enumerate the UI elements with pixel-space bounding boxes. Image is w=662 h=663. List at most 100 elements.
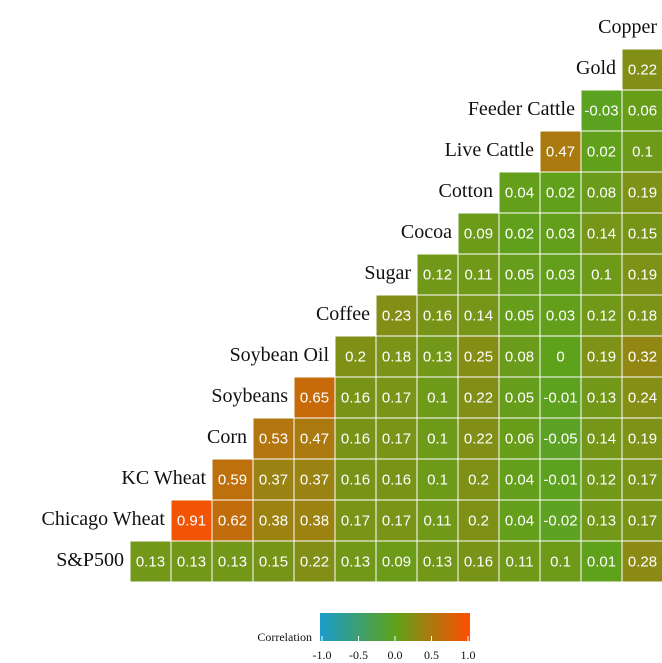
cell: [334, 458, 377, 501]
row-label: Coffee: [316, 303, 370, 325]
row-label: Sugar: [364, 262, 411, 284]
cell-value: 0.28: [628, 553, 657, 570]
cell: [621, 212, 662, 255]
cell-value: 0.19: [628, 430, 657, 447]
row-label: Soybeans: [211, 385, 288, 407]
cell: [334, 540, 377, 583]
row-label: Copper: [598, 16, 657, 38]
cell-value: 0.17: [628, 471, 657, 488]
cell-value: 0.25: [464, 348, 493, 365]
cell-value: 0.47: [300, 430, 329, 447]
cell: [539, 376, 582, 419]
row-label: Cotton: [439, 180, 493, 202]
cell-value: -0.03: [584, 102, 618, 119]
cell: [580, 376, 623, 419]
cell-value: 0.04: [505, 512, 534, 529]
cell-value: 0.16: [382, 471, 411, 488]
cell-value: 0.12: [587, 471, 616, 488]
colorbar-tick-label: 0.5: [424, 648, 439, 662]
row-label: Corn: [207, 426, 247, 448]
cell-value: 0.11: [505, 553, 533, 570]
colorbar-tick-label: -1.0: [313, 648, 332, 662]
cell-value: 0.18: [628, 307, 657, 324]
cell: [621, 89, 662, 132]
cell: [580, 458, 623, 501]
colorbar-tick-label: 1.0: [461, 648, 476, 662]
row-label: Live Cattle: [445, 139, 535, 161]
cell-value: 0.16: [423, 307, 452, 324]
cell-value: 0.16: [341, 430, 370, 447]
cell-value: 0.37: [300, 471, 329, 488]
cell-value: 0.09: [382, 553, 411, 570]
cell-value: 0.02: [505, 225, 534, 242]
row-label: Soybean Oil: [230, 344, 330, 366]
cell: [621, 48, 662, 91]
cell-value: 0.14: [587, 225, 616, 242]
row-label: KC Wheat: [121, 467, 206, 489]
cell-value: 0.12: [423, 266, 452, 283]
cell-value: 0.04: [505, 471, 534, 488]
cell-value: 0.16: [341, 471, 370, 488]
cell: [170, 499, 213, 542]
cell: [375, 294, 418, 337]
cell-value: 0.22: [464, 430, 493, 447]
cell: [129, 540, 172, 583]
cell-value: 0.1: [632, 143, 653, 160]
row-label: Chicago Wheat: [42, 508, 166, 530]
cell-value: 0.13: [218, 553, 247, 570]
cell: [621, 540, 662, 583]
cell: [375, 540, 418, 583]
cell-value: 0.03: [546, 307, 575, 324]
cell-value: 0.14: [587, 430, 616, 447]
cell: [457, 376, 500, 419]
cell: [170, 540, 213, 583]
cell-value: 0.38: [259, 512, 288, 529]
cell: [539, 253, 582, 296]
cell-value: 0.08: [505, 348, 534, 365]
cell: [457, 540, 500, 583]
cell: [621, 499, 662, 542]
cell-value: 0.08: [587, 184, 616, 201]
cell-value: 0.17: [382, 512, 411, 529]
cell-value: 0.15: [628, 225, 657, 242]
cell: [334, 335, 377, 378]
cell: [293, 540, 336, 583]
cell-value: 0.09: [464, 225, 493, 242]
cell: [375, 335, 418, 378]
cell: [539, 499, 582, 542]
cell: [498, 212, 541, 255]
cell-value: 0.65: [300, 389, 329, 406]
cell-value: 0.04: [505, 184, 534, 201]
cell-value: 0.16: [341, 389, 370, 406]
cell: [375, 458, 418, 501]
cell: [580, 171, 623, 214]
cell-value: 0.24: [628, 389, 657, 406]
cell-value: 0.13: [423, 553, 452, 570]
cell-value: 0.02: [587, 143, 616, 160]
cell-value: 0.17: [628, 512, 657, 529]
cell: [621, 376, 662, 419]
cell-value: 0.17: [382, 389, 411, 406]
cell-value: 0.05: [505, 266, 534, 283]
cell-value: 0.19: [628, 266, 657, 283]
row-label: Cocoa: [401, 221, 452, 243]
cell-value: -0.05: [543, 430, 577, 447]
cell-value: 0.13: [177, 553, 206, 570]
cell-value: 0.2: [468, 471, 489, 488]
cell-value: 0.22: [628, 61, 657, 78]
cell-value: 0.37: [259, 471, 288, 488]
cell: [580, 130, 623, 173]
cell-value: 0.19: [628, 184, 657, 201]
cell: [539, 417, 582, 460]
cell: [621, 294, 662, 337]
cell: [416, 417, 459, 460]
cell: [580, 89, 623, 132]
row-label: Feeder Cattle: [468, 98, 575, 120]
cell-value: 0.11: [464, 266, 492, 283]
cell: [539, 335, 582, 378]
cell: [375, 417, 418, 460]
cell: [539, 294, 582, 337]
cell-value: 0.15: [259, 553, 288, 570]
cell-value: 0.18: [382, 348, 411, 365]
